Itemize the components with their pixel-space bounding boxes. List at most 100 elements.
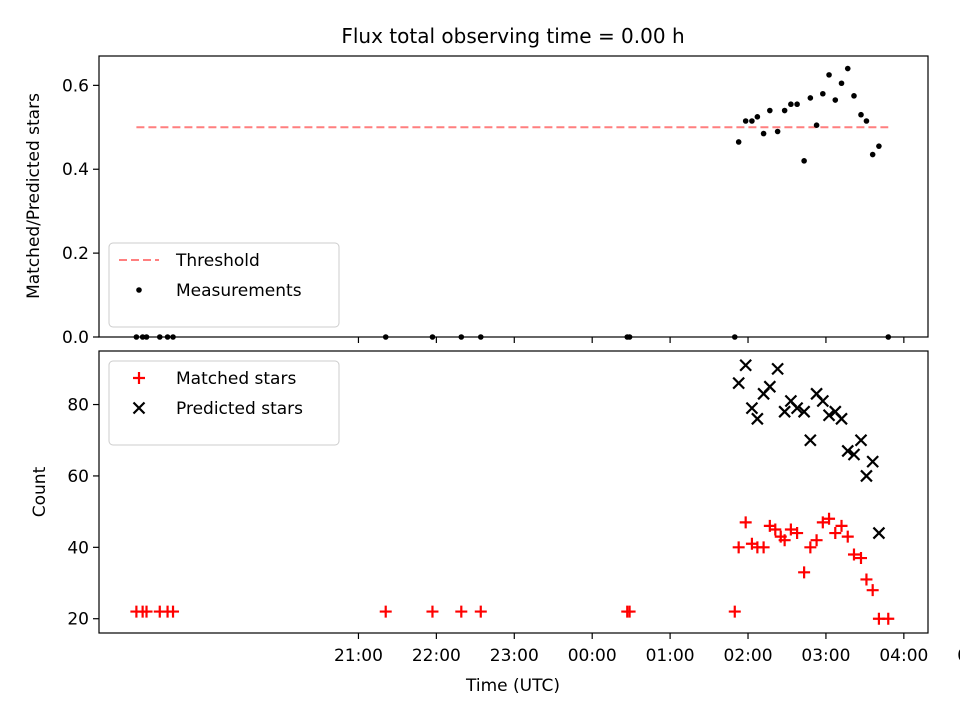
matched-star-point	[757, 541, 770, 554]
matched-star-point	[860, 573, 873, 586]
measurement-point	[885, 334, 892, 340]
measurement-point	[139, 334, 146, 340]
measurement-point	[754, 114, 761, 120]
measurement-point	[838, 80, 845, 87]
matched-star-point	[778, 534, 791, 547]
matched-star-point	[732, 541, 745, 554]
measurement-point	[851, 93, 857, 99]
chart-title: Flux total observing time = 0.00 h	[341, 24, 684, 48]
legend-label: Measurements	[176, 281, 302, 301]
predicted-star-point	[732, 376, 745, 390]
predicted-star-point	[778, 405, 791, 418]
legend: Matched stars Predicted stars	[108, 360, 340, 446]
matched-star-point	[769, 523, 782, 536]
measurement-point	[735, 139, 742, 145]
x-tick-label: 21:00	[334, 646, 383, 666]
predicted-star-point	[841, 444, 855, 458]
x-tick-label: 05:00	[957, 646, 960, 666]
measurement-point	[781, 107, 788, 114]
legend-swatch-measurements	[136, 287, 142, 293]
y-tick-label: 80	[67, 396, 89, 416]
x-tick-label: 00:00	[568, 646, 617, 666]
predicted-star-point	[771, 362, 784, 376]
measurement-point	[807, 95, 814, 101]
plot-frame	[98, 55, 929, 338]
matched-star-point	[455, 605, 468, 618]
matched-star-point	[882, 612, 895, 625]
legend-label: Threshold	[175, 251, 260, 271]
measurement-point	[429, 334, 436, 340]
predicted-star-point	[739, 359, 752, 372]
predicted-star-point	[763, 380, 777, 393]
measurement-point	[731, 334, 738, 340]
measurement-point	[382, 334, 389, 340]
predicted-star-point	[751, 412, 764, 426]
measurement-point	[820, 90, 826, 97]
ratio-panel: 0.0 0.2 0.4 0.6 Threshold Measurements	[62, 55, 929, 348]
measurement-point	[156, 334, 163, 340]
matched-star-point	[728, 605, 741, 618]
matched-star-point	[623, 605, 636, 618]
predicted-star-point	[866, 455, 879, 468]
y-tick-label: 0.2	[62, 244, 89, 264]
matched-star-point	[823, 512, 836, 525]
y-tick-label: 20	[67, 610, 89, 630]
predicted-star-point	[835, 412, 848, 426]
matched-star-point	[829, 527, 842, 540]
measurement-point	[760, 130, 767, 137]
predicted-star-point	[790, 401, 804, 415]
measurement-point	[826, 72, 832, 78]
y-tick-label: 0.4	[62, 160, 89, 180]
measurement-point	[801, 158, 807, 164]
x-tick-label: 01:00	[646, 646, 695, 666]
measurement-point	[813, 122, 820, 129]
measurement-point	[133, 334, 140, 340]
count-panel: 21:00 22:00 23:00 00:00 01:00 02:00 03:00 04:00…	[67, 350, 960, 666]
matched-star-point	[835, 519, 848, 532]
predicted-star-point	[854, 433, 868, 447]
matched-star-point	[739, 516, 752, 529]
matched-star-point	[426, 605, 439, 618]
x-tick-label: 02:00	[724, 646, 773, 666]
predicted-star-point	[804, 433, 817, 447]
matched-star-point	[854, 552, 867, 565]
predicted-star-point	[822, 408, 836, 422]
legend: Threshold Measurements	[108, 242, 340, 328]
x-tick-label: 23:00	[490, 646, 539, 666]
matched-star-point	[474, 605, 487, 618]
measurement-point	[869, 151, 876, 158]
count-y-axis-label: Count	[30, 466, 50, 517]
measurement-point	[794, 101, 800, 108]
measurement-point	[143, 334, 150, 340]
plot-frame	[98, 350, 929, 634]
measurement-point	[170, 334, 176, 340]
matched-star-point	[798, 566, 811, 579]
y-tick-label: 40	[67, 538, 89, 558]
matched-star-point	[379, 605, 392, 618]
matched-star-point	[866, 584, 879, 597]
predicted-star-point	[860, 469, 873, 483]
matched-star-point	[816, 516, 829, 529]
legend-box	[108, 242, 340, 328]
predicted-star-point	[816, 394, 830, 408]
measurement-point	[863, 118, 870, 124]
measurement-point	[876, 143, 882, 149]
matched-star-point	[841, 530, 854, 543]
matched-star-point	[140, 605, 153, 618]
matched-star-point	[167, 605, 180, 618]
measurement-point	[742, 118, 749, 124]
measurement-point	[844, 65, 851, 72]
legend-label: Predicted stars	[176, 399, 303, 419]
legend-swatch-matched	[133, 372, 145, 384]
matched-star-point	[847, 548, 860, 561]
y-tick-label: 60	[67, 467, 89, 487]
measurement-point	[858, 111, 864, 118]
y-tick-label: 0.6	[62, 76, 89, 96]
predicted-star-point	[872, 526, 886, 540]
x-axis-label: Time (UTC)	[465, 676, 560, 696]
predicted-star-point	[847, 448, 861, 461]
measurement-point	[164, 334, 171, 340]
legend-box	[108, 360, 340, 446]
x-tick-label: 04:00	[879, 646, 928, 666]
